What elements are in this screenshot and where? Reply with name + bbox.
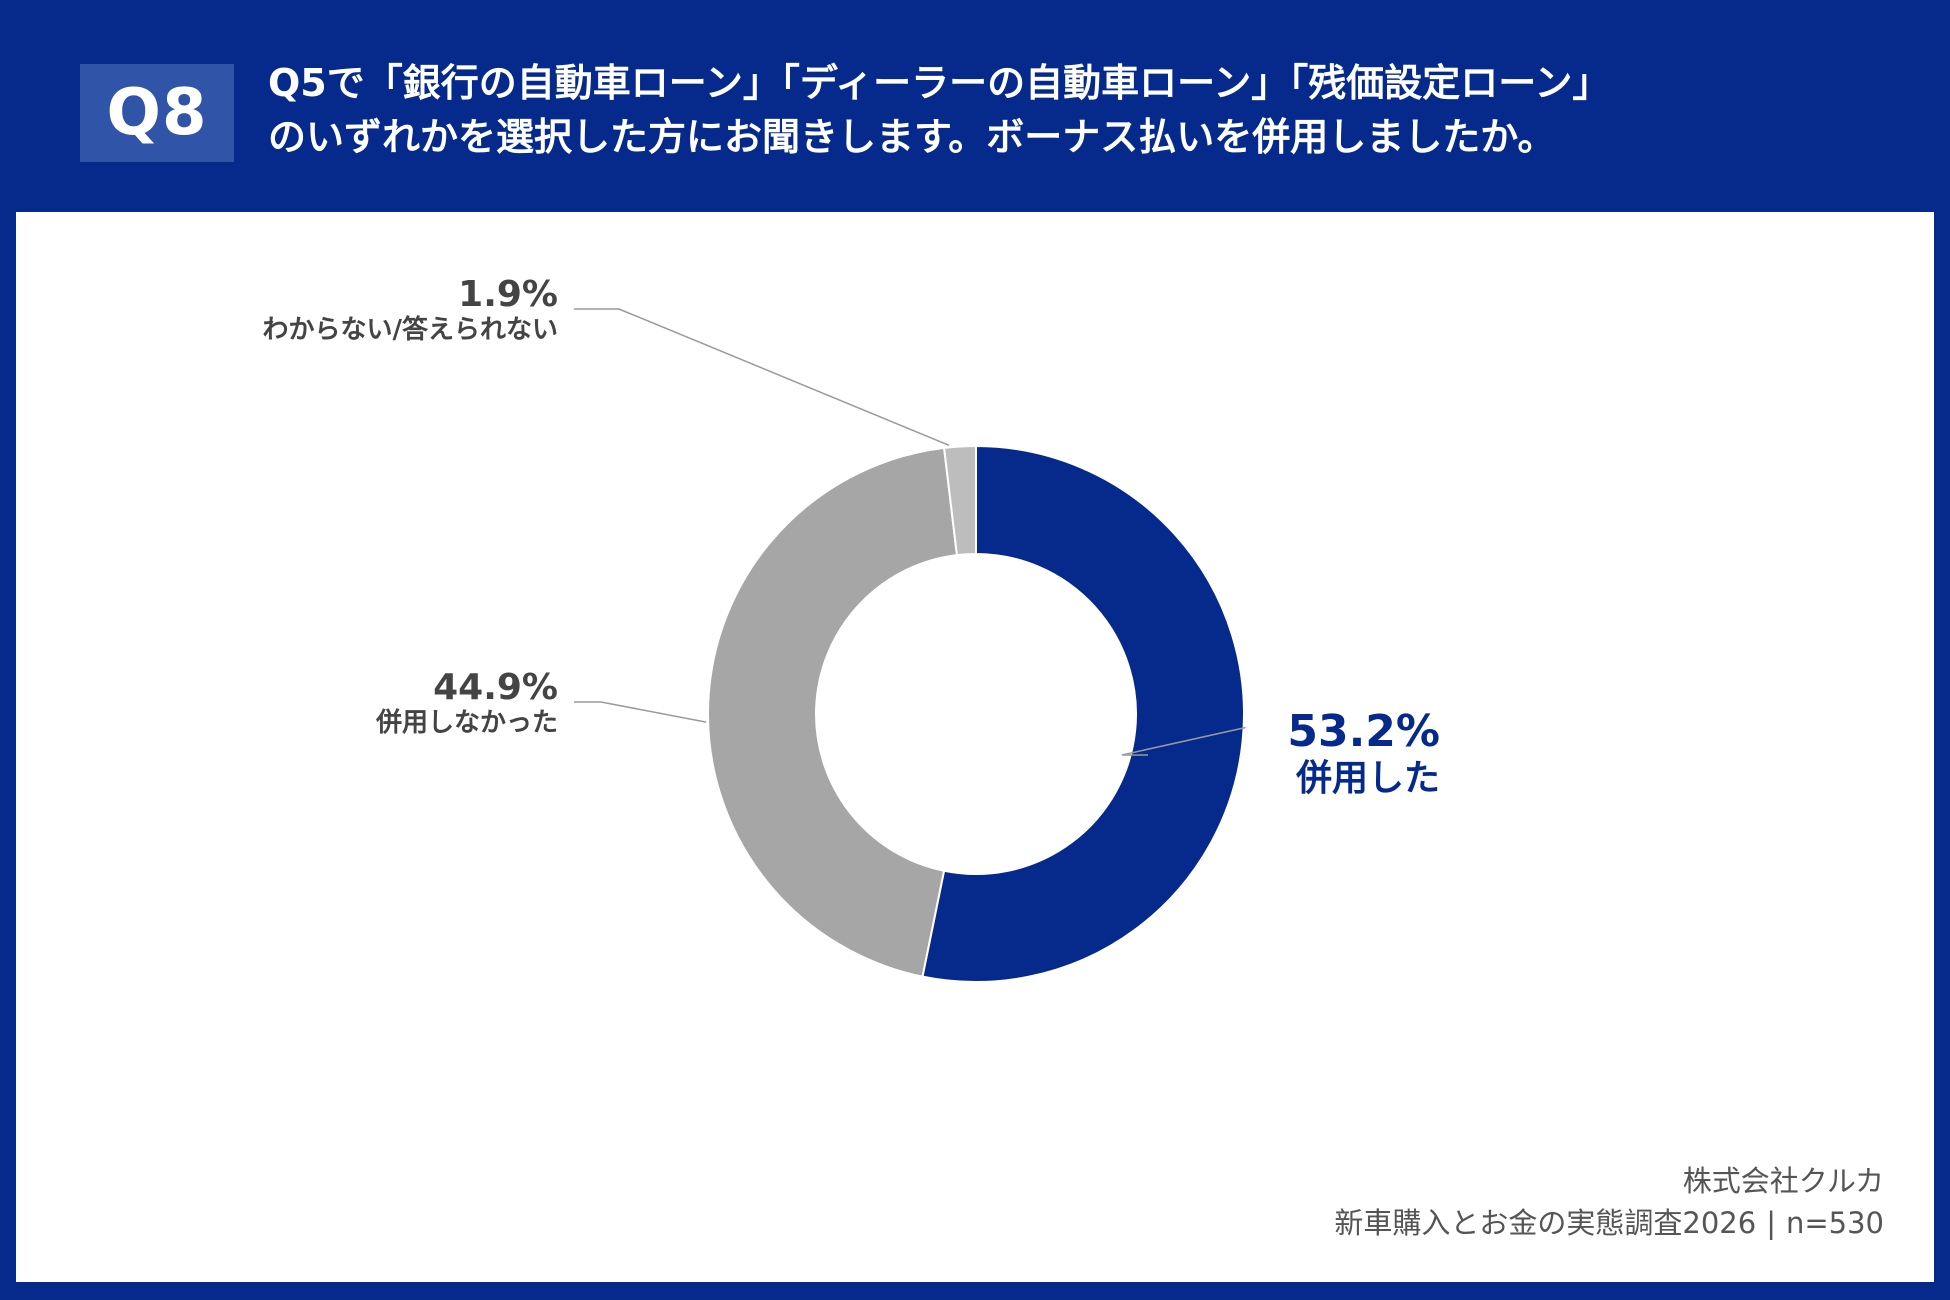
source-company: 株式会社クルカ <box>1682 1164 1884 1198</box>
question-badge: Q8 <box>80 64 234 162</box>
sample-size: n=530 <box>1785 1206 1884 1240</box>
label-category-not-used: 併用しなかった <box>375 707 558 738</box>
label-value-not-used: 44.9% <box>433 667 558 708</box>
question-line-2: のいずれかを選択した方にお聞きします。ボーナス払いを併用しましたか。 <box>268 115 1556 159</box>
question-line-1: Q5で「銀行の自動車ローン」「ディーラーの自動車ローン」「残価設定ローン」 <box>268 61 1611 105</box>
source-separator: | <box>1766 1206 1776 1240</box>
leader-line-used <box>1121 726 1246 756</box>
source-survey-line: 新車購入とお金の実態調査2026 | n=530 <box>1334 1202 1884 1244</box>
leader-line-unknown <box>574 308 950 447</box>
label-category-unknown: わからない/答えられない <box>263 314 559 345</box>
header: Q8 Q5で「銀行の自動車ローン」「ディーラーの自動車ローン」「残価設定ローン」… <box>0 0 1950 212</box>
label-value-unknown: 1.9% <box>458 274 558 315</box>
slice-unknown <box>942 444 977 557</box>
slice-not-used <box>707 446 959 978</box>
leader-line-not-used <box>574 701 707 723</box>
label-category-used: 併用した <box>1295 758 1440 799</box>
question-text: Q5で「銀行の自動車ローン」「ディーラーの自動車ローン」「残価設定ローン」 のい… <box>268 56 1908 164</box>
question-number: Q8 <box>106 76 208 150</box>
chart-panel: 53.2% 併用した 44.9% 併用しなかった 1.9% わからない/答えられない 株式… <box>16 212 1934 1282</box>
label-value-used: 53.2% <box>1287 706 1440 757</box>
source-survey: 新車購入とお金の実態調査2026 <box>1334 1206 1757 1240</box>
donut-chart: 53.2%併用した 44.9%併用しなかった 1.9%わからない/答えられない <box>263 274 1440 983</box>
slice-used <box>921 444 1246 983</box>
source-footer: 株式会社クルカ 新車購入とお金の実態調査2026 | n=530 <box>1334 1160 1884 1244</box>
